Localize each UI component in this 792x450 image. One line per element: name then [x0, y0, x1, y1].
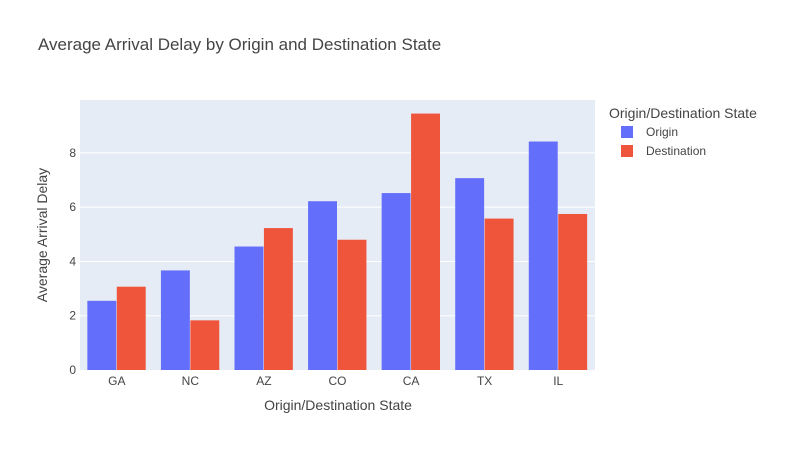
x-tick-label: CA — [403, 374, 420, 388]
bar-origin-il[interactable] — [528, 141, 558, 370]
x-tick-label: TX — [477, 374, 492, 388]
bar-origin-ca[interactable] — [381, 193, 411, 370]
legend-title: Origin/Destination State — [609, 105, 757, 121]
x-tick-label: AZ — [256, 374, 271, 388]
y-tick-label: 0 — [69, 363, 76, 377]
bar-destination-ga[interactable] — [116, 286, 146, 370]
y-tick-label: 8 — [69, 146, 76, 160]
x-tick-label: IL — [553, 374, 563, 388]
bar-destination-co[interactable] — [337, 239, 367, 370]
x-tick-label: GA — [108, 374, 125, 388]
x-tick-labels: GA NC AZ CO CA TX IL — [108, 374, 563, 388]
bar-destination-az[interactable] — [263, 228, 293, 370]
bar-origin-co[interactable] — [308, 201, 337, 370]
bar-destination-tx[interactable] — [484, 218, 514, 370]
y-tick-label: 6 — [69, 200, 76, 214]
bar-origin-nc[interactable] — [160, 270, 190, 370]
y-tick-labels: 0 2 4 6 8 — [69, 146, 76, 377]
legend[interactable]: Origin/Destination State Origin Destinati… — [609, 105, 757, 158]
legend-label-destination[interactable]: Destination — [646, 144, 706, 158]
legend-label-origin[interactable]: Origin — [646, 125, 678, 139]
y-axis-title: Average Arrival Delay — [34, 168, 50, 302]
x-tick-label: CO — [329, 374, 347, 388]
bar-origin-ga[interactable] — [87, 300, 117, 370]
bar-origin-tx[interactable] — [455, 178, 485, 370]
bar-destination-nc[interactable] — [190, 320, 220, 370]
bar-destination-il[interactable] — [558, 213, 588, 370]
bars — [87, 113, 588, 370]
y-tick-label: 4 — [69, 254, 76, 268]
legend-swatch-origin — [621, 126, 633, 138]
x-axis-title: Origin/Destination State — [264, 397, 412, 413]
chart-title: Average Arrival Delay by Origin and Dest… — [38, 35, 441, 54]
y-tick-label: 2 — [69, 309, 76, 323]
bar-origin-az[interactable] — [234, 246, 264, 370]
legend-swatch-destination — [621, 145, 633, 157]
bar-destination-ca[interactable] — [411, 113, 440, 370]
x-tick-label: NC — [182, 374, 200, 388]
